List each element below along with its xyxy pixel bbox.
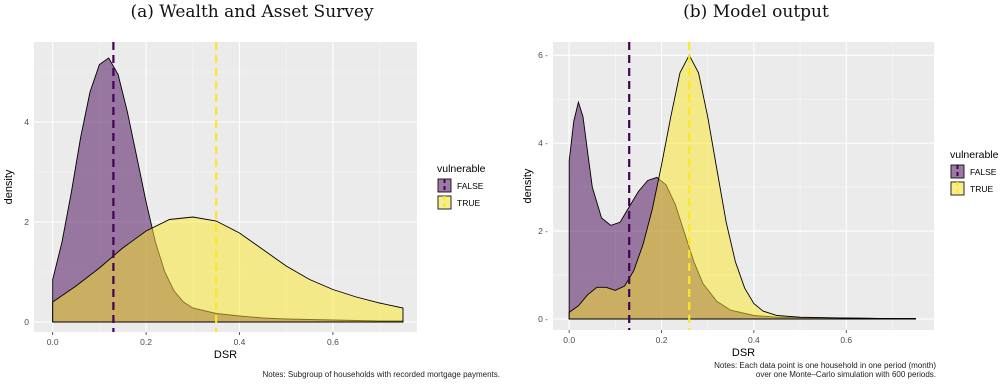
density-area-true <box>52 216 404 323</box>
density-chart-b: 0.0 0.2 0.4 0.6 0 - 2 - 4 - 6 - DSR density vulner… <box>522 42 999 359</box>
chart-note-line-2: over one Monte–Carlo simulation with 600… <box>755 370 936 379</box>
panel-b: (b) Model output 0.0 0.2 0.4 0.6 0 - 2 - 4 - 6 … <box>504 0 1008 385</box>
x-tick-label: 0.4 <box>748 335 760 345</box>
legend-label: TRUE <box>457 198 480 208</box>
density-area-true <box>568 54 917 320</box>
chart-title: (a) Wealth and Asset Survey <box>130 2 374 22</box>
panel-a: (a) Wealth and Asset Survey 0.0 0.2 0.4 0.6… <box>3 2 500 379</box>
chart-title: (b) Model output <box>683 2 829 22</box>
y-tick-label: 4 - <box>538 138 548 148</box>
legend-label: FALSE <box>970 167 997 177</box>
y-tick-label: 0 - <box>538 314 548 324</box>
x-tick-label: 0.6 <box>840 335 852 345</box>
legend-key-false <box>950 164 965 179</box>
legend-key-false <box>437 178 452 193</box>
x-tick-label: 0.2 <box>140 337 152 347</box>
y-axis-label: density <box>3 169 15 204</box>
x-tick-label: 0.4 <box>234 337 246 347</box>
x-tick-label: 0.0 <box>563 335 575 345</box>
y-tick-label: 2 <box>24 217 29 227</box>
x-tick-label: 0.6 <box>327 337 339 347</box>
x-tick-label: 0.0 <box>47 337 59 347</box>
y-tick-label: 4 <box>24 117 29 127</box>
legend-key-true <box>950 181 965 196</box>
legend-title: vulnerable <box>437 163 486 175</box>
x-tick-label: 0.2 <box>656 335 668 345</box>
x-axis-label: DSR <box>732 347 755 359</box>
y-tick-label: 2 - <box>538 226 548 236</box>
y-axis-label: density <box>522 168 534 203</box>
legend-label: FALSE <box>457 181 484 191</box>
legend-label: TRUE <box>970 184 993 194</box>
legend-key-true <box>437 195 452 210</box>
y-tick-label: 0 <box>24 317 29 327</box>
chart-note-line-1: Notes: Each data point is one household … <box>714 361 936 370</box>
legend-title: vulnerable <box>950 149 999 161</box>
chart-note: Notes: Subgroup of households with recor… <box>262 370 500 379</box>
density-chart-a: 0.0 0.2 0.4 0.6 0 2 4 DSR density vulnerable FALSE… <box>3 42 486 361</box>
y-tick-label: 6 - <box>538 50 548 60</box>
x-axis-label: DSR <box>214 349 237 361</box>
